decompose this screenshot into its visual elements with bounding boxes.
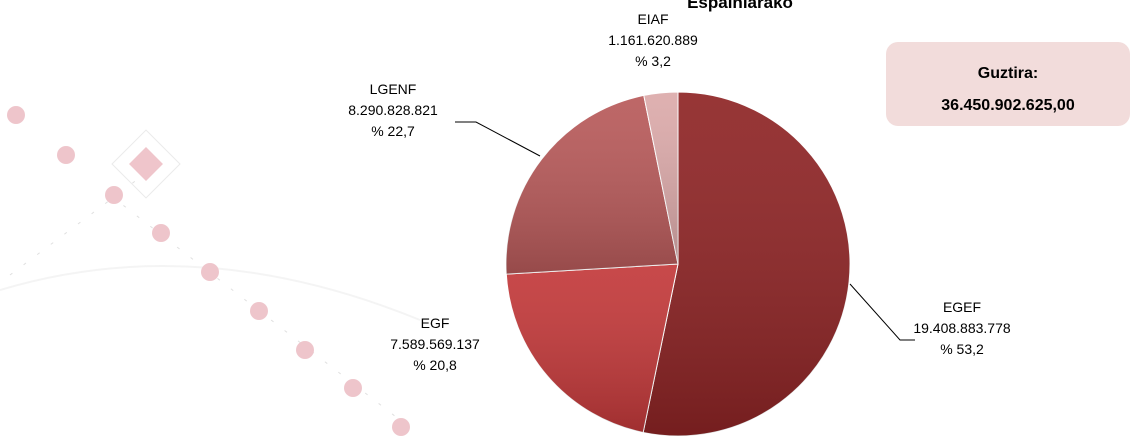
- slice-shade: [506, 264, 678, 433]
- slice-shade: [643, 92, 678, 264]
- background-decoration: [0, 106, 421, 436]
- slice-value: 1.161.620.889: [608, 32, 698, 48]
- pie: [505, 91, 851, 436]
- slice-shade: [643, 92, 850, 436]
- slice-name: EGEF: [943, 299, 981, 315]
- slice-value: 19.408.883.778: [913, 320, 1011, 336]
- total-value: 36.450.902.625,00: [941, 97, 1075, 114]
- leader-line: [849, 283, 915, 341]
- slice-name: EIAF: [637, 11, 668, 27]
- slice-value: 7.589.569.137: [390, 336, 480, 352]
- slice-percent: % 20,8: [413, 357, 457, 373]
- slice-value: 8.290.828.821: [348, 102, 438, 118]
- slice-percent: % 22,7: [371, 123, 415, 139]
- total-box: [886, 42, 1130, 126]
- slice-shade: [506, 95, 678, 275]
- slice-percent: % 53,2: [940, 341, 984, 357]
- chart-title: Espainiarako: [687, 0, 793, 12]
- slice-percent: % 3,2: [635, 53, 671, 69]
- leader-line: [455, 121, 541, 157]
- labels: EGEF 19.408.883.778 % 53,2 EGF 7.589.569.137…: [348, 11, 1011, 373]
- slice-name: EGF: [421, 315, 450, 331]
- total-label: Guztira:: [978, 65, 1038, 82]
- slice-name: LGENF: [370, 81, 417, 97]
